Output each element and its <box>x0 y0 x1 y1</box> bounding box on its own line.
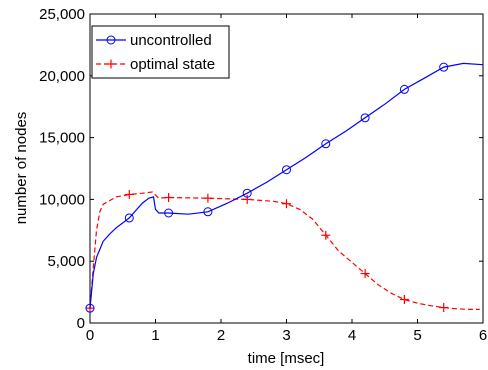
series-marker-optimal-state <box>321 230 331 240</box>
legend: uncontrolled optimal state <box>91 25 230 79</box>
series-marker-uncontrolled <box>282 165 291 175</box>
series-marker-uncontrolled <box>203 207 213 217</box>
x-axis-label: time [msec] <box>248 350 325 367</box>
series-marker-optimal-state <box>439 303 449 313</box>
series-line-uncontrolled <box>89 62 484 309</box>
series-marker-uncontrolled <box>360 113 370 123</box>
series-marker-uncontrolled <box>399 84 409 94</box>
series-marker-uncontrolled <box>242 188 252 198</box>
axis-ticks: 0 1 2 3 4 5 6 0 5,000 10,000 15,000 20,000 25,000 <box>39 6 487 344</box>
series-line-optimal-state <box>89 191 480 310</box>
x-tick-label: 5 <box>413 327 421 344</box>
series-marker-optimal-state <box>242 194 252 204</box>
series-marker-uncontrolled <box>321 139 331 149</box>
legend-label-optimal-state: optimal state <box>130 56 215 73</box>
y-tick-label: 25,000 <box>39 6 85 23</box>
legend-label-uncontrolled: uncontrolled <box>130 32 212 49</box>
y-axis-label: number of nodes <box>13 112 30 225</box>
y-tick-label: 20,000 <box>39 68 85 85</box>
x-tick-label: 2 <box>217 327 225 344</box>
series-marker-uncontrolled <box>439 62 449 72</box>
legend-box <box>91 25 230 79</box>
series-marker-uncontrolled <box>124 213 134 223</box>
x-tick-label: 4 <box>348 327 356 344</box>
y-tick-label: 10,000 <box>39 191 85 208</box>
series-layer <box>85 62 484 313</box>
x-tick-label: 3 <box>282 327 290 344</box>
series-marker-uncontrolled <box>85 303 95 313</box>
series-marker-optimal-state <box>124 189 134 199</box>
y-tick-label: 5,000 <box>47 253 85 270</box>
x-tick-label: 0 <box>86 327 94 344</box>
series-marker-optimal-state <box>203 193 213 203</box>
series-marker-optimal-state <box>399 295 409 305</box>
x-tick-label: 6 <box>479 327 487 344</box>
legend-marker-optimal-state <box>106 59 116 69</box>
series-marker-optimal-state <box>360 269 370 279</box>
y-tick-label: 15,000 <box>39 130 85 147</box>
y-tick-label: 0 <box>77 315 85 332</box>
series-marker-optimal-state <box>282 199 291 209</box>
legend-marker-uncontrolled <box>106 35 116 45</box>
x-tick-label: 1 <box>151 327 159 344</box>
series-marker-uncontrolled <box>164 208 174 218</box>
series-marker-optimal-state <box>164 193 174 203</box>
